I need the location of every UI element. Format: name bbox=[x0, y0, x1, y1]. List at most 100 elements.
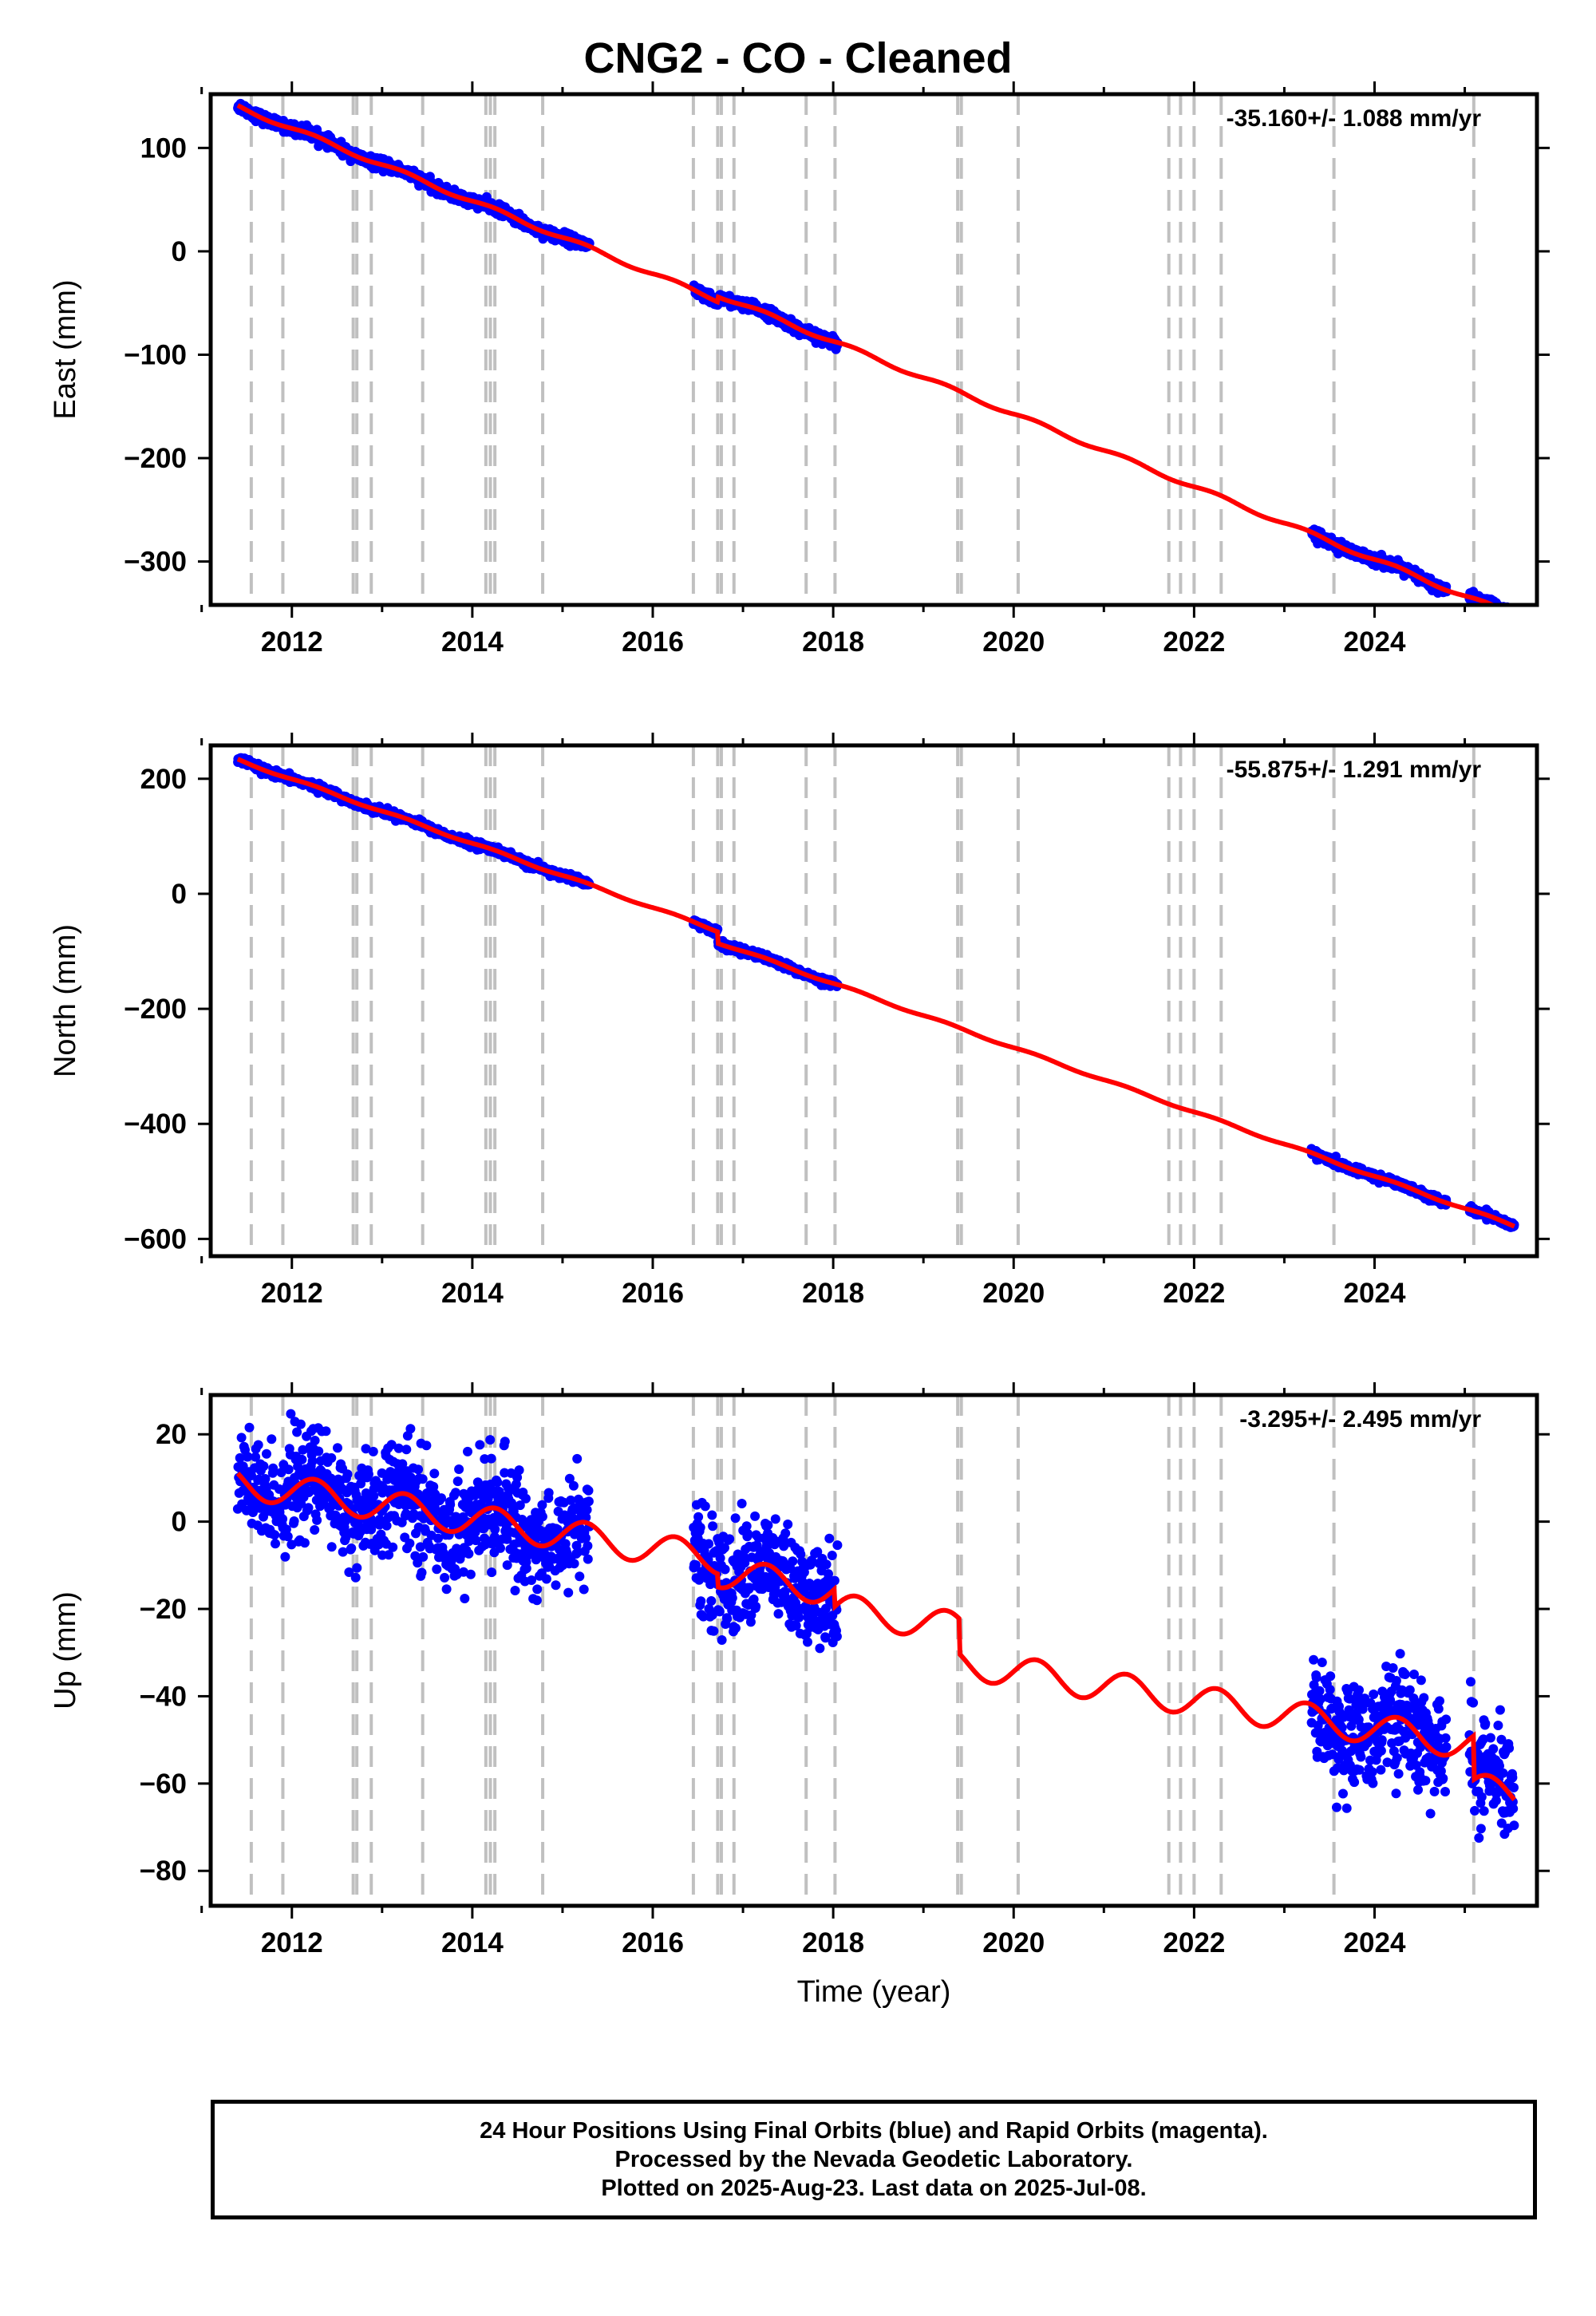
data-point bbox=[579, 1584, 589, 1595]
data-point bbox=[582, 1504, 592, 1515]
y-axis-title: East (mm) bbox=[49, 279, 82, 419]
y-tick-label: −200 bbox=[124, 443, 187, 474]
data-point bbox=[454, 1464, 464, 1474]
data-point bbox=[532, 1584, 543, 1595]
y-axis-title: North (mm) bbox=[49, 924, 82, 1077]
data-point bbox=[381, 1520, 392, 1531]
data-point bbox=[236, 1433, 247, 1443]
x-tick-label: 2016 bbox=[622, 626, 684, 658]
data-point bbox=[388, 1542, 398, 1552]
data-point bbox=[1506, 610, 1515, 619]
y-tick-label: 100 bbox=[140, 132, 187, 164]
data-point bbox=[1500, 610, 1510, 619]
data-point bbox=[441, 1584, 452, 1595]
data-point bbox=[326, 1452, 337, 1463]
model-line bbox=[236, 103, 1498, 605]
data-point bbox=[1504, 609, 1514, 619]
data-point bbox=[326, 1542, 337, 1552]
data-point bbox=[465, 1569, 476, 1579]
x-tick-label: 2024 bbox=[1344, 1278, 1406, 1309]
event-lines bbox=[249, 745, 1476, 1256]
data-point bbox=[299, 1538, 310, 1548]
data-point bbox=[514, 1465, 524, 1476]
data-point bbox=[496, 1543, 505, 1553]
data-point bbox=[583, 1496, 594, 1507]
data-point bbox=[270, 1530, 280, 1540]
data-point bbox=[417, 1567, 427, 1578]
data-point bbox=[475, 1440, 485, 1450]
y-tick-label: −200 bbox=[124, 994, 187, 1025]
data-point bbox=[314, 1446, 324, 1456]
data-point bbox=[1509, 615, 1519, 625]
event-lines bbox=[249, 94, 1476, 605]
data-point bbox=[510, 1586, 520, 1595]
x-tick-label: 2020 bbox=[982, 1278, 1045, 1309]
panel-north: 2012 2014 2016 2018 2020 2022 20242000−200−400… bbox=[49, 733, 1550, 1309]
data-point bbox=[583, 1485, 594, 1496]
data-point bbox=[1503, 607, 1513, 617]
data-point bbox=[282, 1531, 293, 1542]
data-point bbox=[295, 1419, 306, 1429]
data-point bbox=[429, 1468, 440, 1479]
data-point bbox=[704, 1539, 714, 1549]
data-point bbox=[486, 1453, 496, 1464]
y-tick-label: −300 bbox=[124, 547, 187, 578]
data-point bbox=[312, 1515, 322, 1525]
panel-up: 2012 2014 2016 2018 2020 2022 2024200−20−40−60… bbox=[49, 1382, 1550, 2009]
data-point bbox=[520, 1493, 531, 1504]
data-point bbox=[1505, 611, 1515, 620]
data-point bbox=[1507, 614, 1517, 623]
y-tick-label: −400 bbox=[124, 1109, 187, 1140]
data-point bbox=[551, 1580, 561, 1591]
data-point bbox=[1499, 607, 1509, 616]
x-tick-label: 2012 bbox=[261, 626, 323, 658]
data-point bbox=[413, 1464, 424, 1475]
data-point bbox=[537, 1512, 547, 1522]
x-tick-label: 2022 bbox=[1163, 1278, 1225, 1309]
data-point bbox=[352, 1563, 362, 1573]
data-point bbox=[321, 1426, 331, 1437]
data-point bbox=[268, 1463, 279, 1473]
data-point bbox=[583, 1554, 593, 1564]
data-point bbox=[1507, 610, 1516, 619]
data-point bbox=[1503, 610, 1512, 619]
x-tick-label: 2016 bbox=[622, 1278, 684, 1309]
data-point bbox=[1503, 607, 1512, 617]
data-point bbox=[303, 1503, 314, 1513]
data-point bbox=[563, 1587, 574, 1598]
data-point bbox=[401, 1445, 412, 1455]
data-point bbox=[440, 1572, 450, 1583]
x-tick-label: 2024 bbox=[1344, 626, 1406, 658]
data-point bbox=[310, 1525, 320, 1535]
x-tick-label: 2014 bbox=[441, 626, 504, 658]
chart-title: CNG2 - CO - Cleaned bbox=[583, 34, 1013, 82]
data-points bbox=[233, 98, 1519, 625]
data-point bbox=[1498, 607, 1507, 616]
model-line bbox=[236, 757, 1515, 1229]
x-tick-label: 2018 bbox=[802, 1278, 864, 1309]
data-point bbox=[1507, 611, 1516, 621]
data-point bbox=[1495, 607, 1504, 617]
data-point bbox=[1509, 611, 1519, 620]
data-point bbox=[487, 1567, 497, 1578]
x-tick-label: 2014 bbox=[441, 1278, 504, 1309]
data-point bbox=[1504, 607, 1514, 617]
data-point bbox=[1501, 607, 1511, 617]
x-tick-label: 2022 bbox=[1163, 626, 1225, 658]
data-point bbox=[695, 1523, 705, 1532]
data-point bbox=[253, 1440, 263, 1450]
plot-frame bbox=[208, 92, 1539, 607]
data-point bbox=[1507, 612, 1516, 622]
data-point bbox=[1494, 607, 1503, 616]
data-point bbox=[405, 1538, 415, 1548]
data-point bbox=[445, 1500, 456, 1510]
data-point bbox=[1508, 610, 1518, 619]
data-point bbox=[693, 1512, 704, 1522]
data-point bbox=[1501, 607, 1511, 616]
data-point bbox=[569, 1559, 579, 1569]
rate-label: -55.875+/- 1.291 mm/yr bbox=[1227, 757, 1482, 783]
data-point bbox=[1501, 609, 1511, 619]
data-point bbox=[267, 1434, 277, 1445]
